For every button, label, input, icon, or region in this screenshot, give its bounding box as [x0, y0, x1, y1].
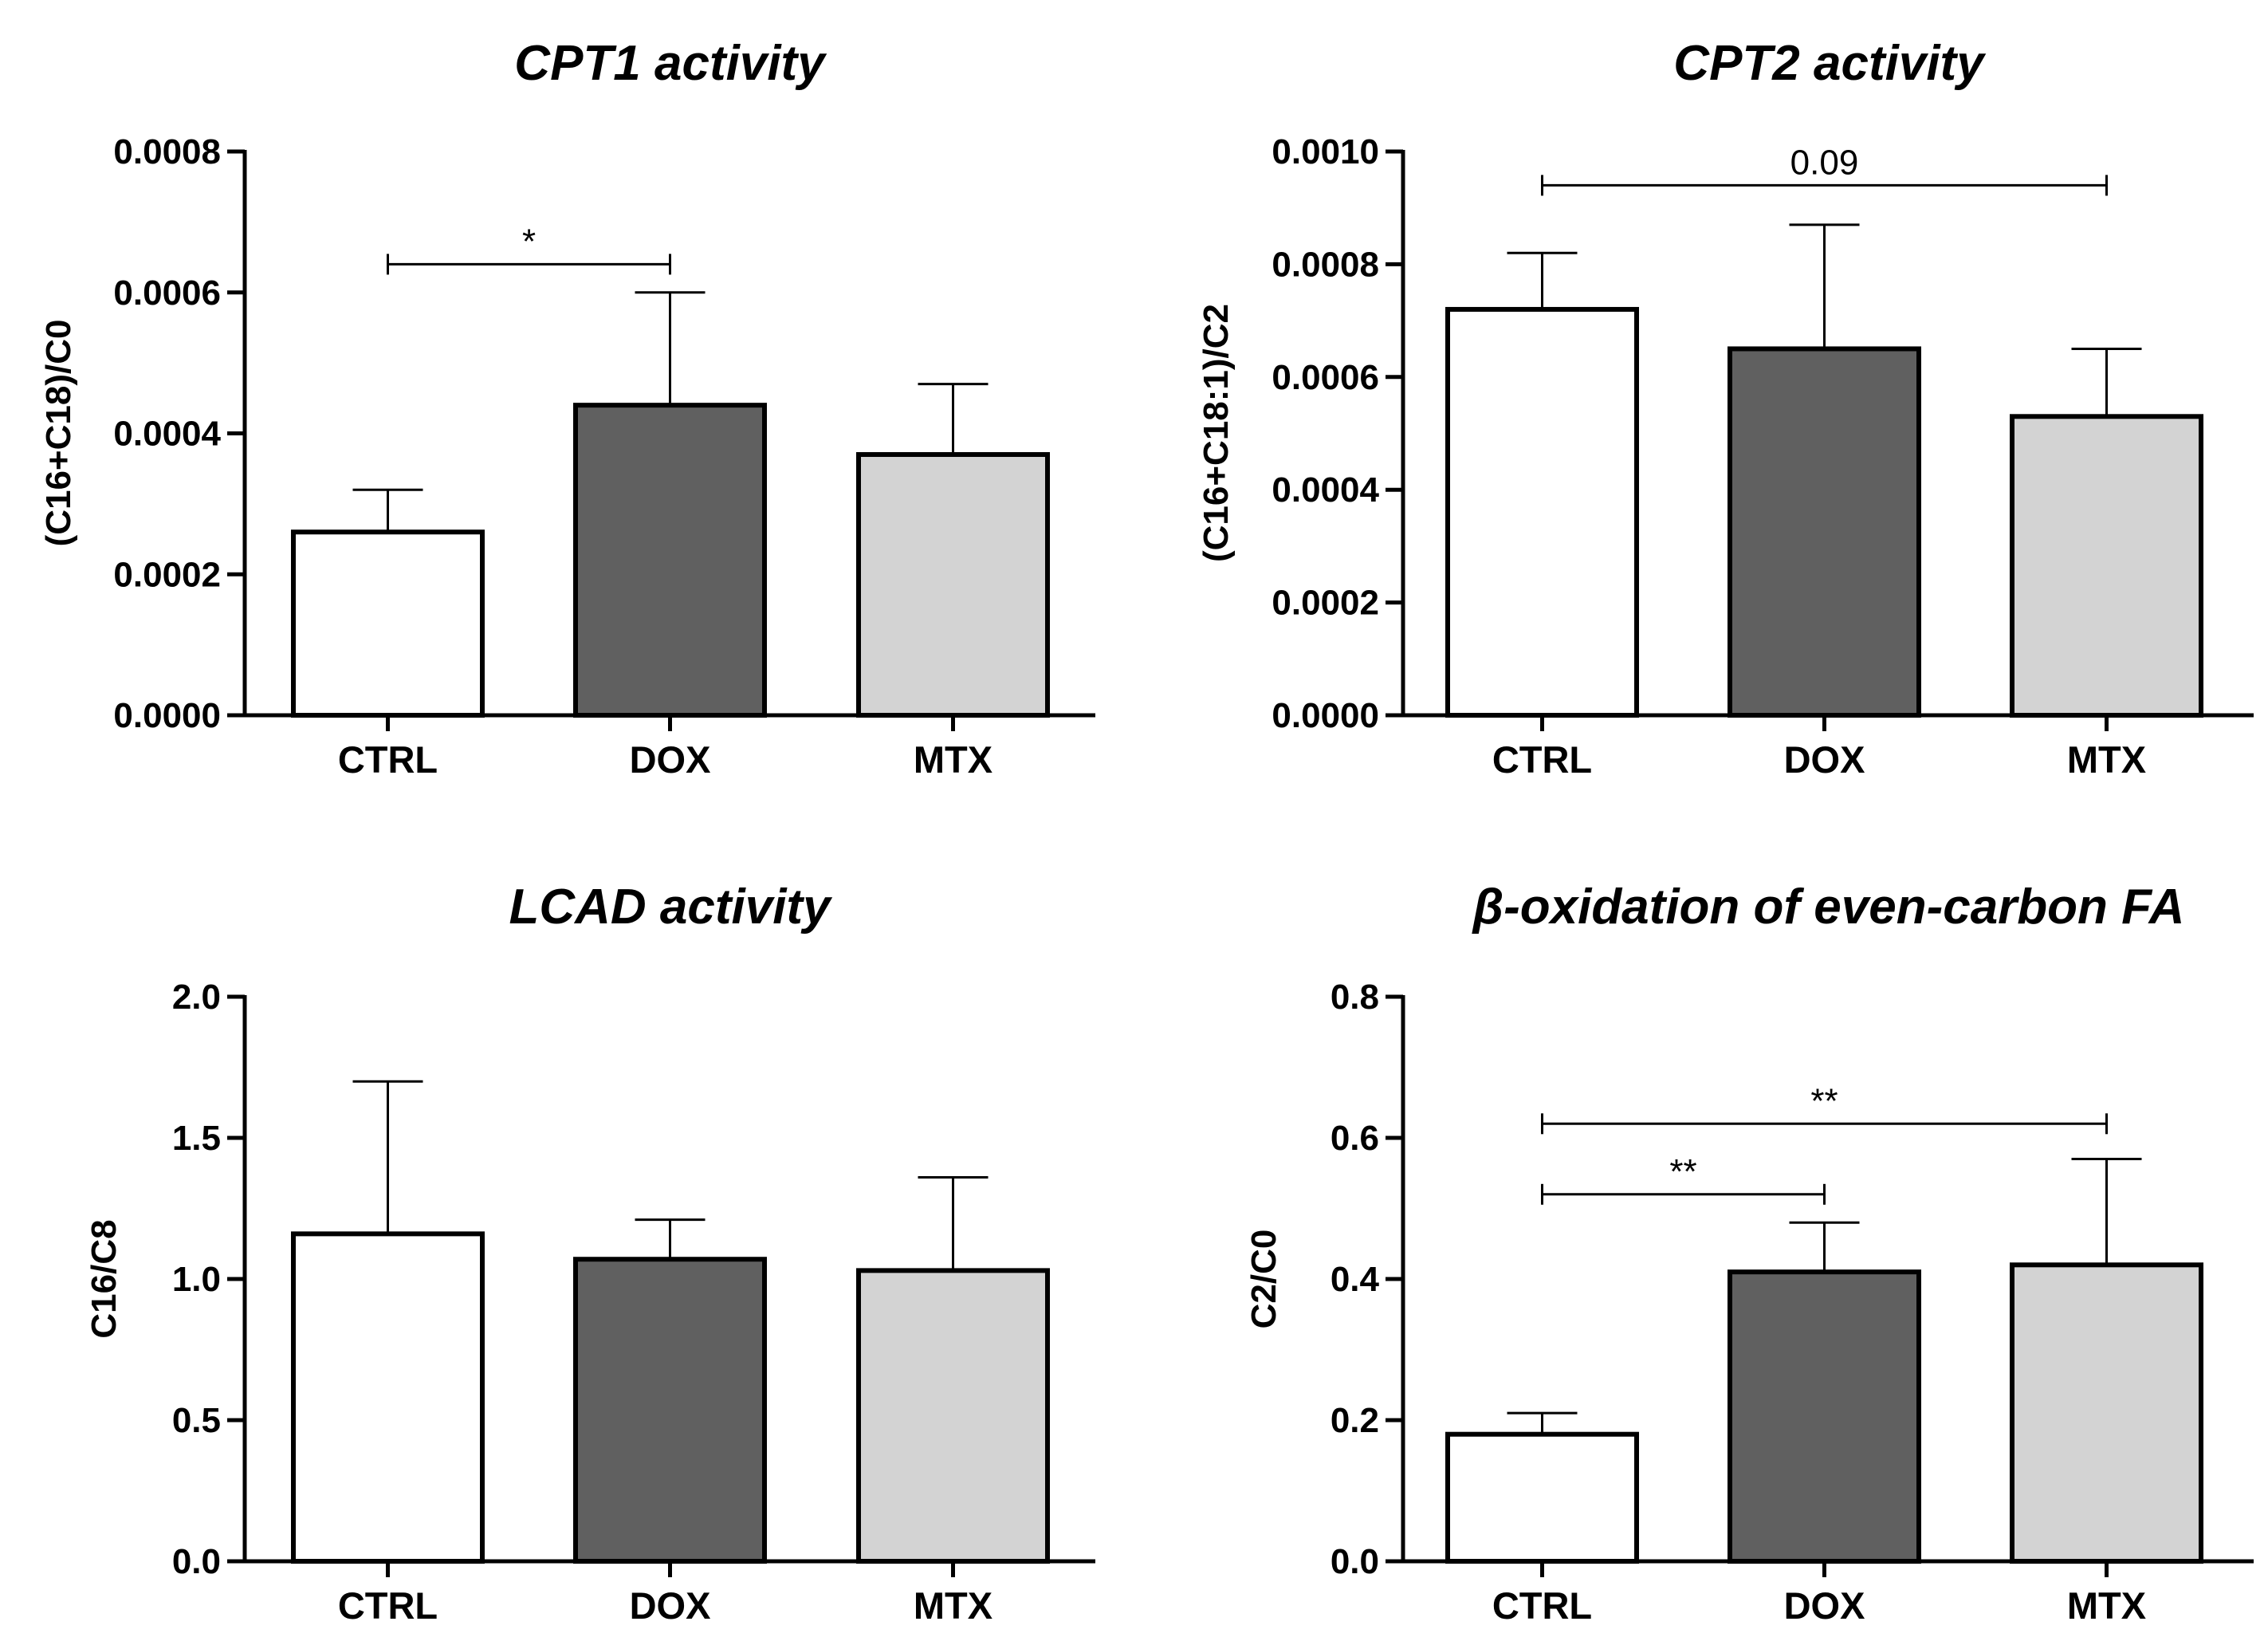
- chart2-y-tick-label: 0.0000: [1272, 696, 1379, 735]
- chart4-y-tick-label: 0.0: [1331, 1542, 1379, 1581]
- chart1-bar-ctrl: [291, 529, 485, 718]
- chart1-x-tick-label-dox: DOX: [630, 738, 711, 781]
- chart3-bar-mtx: [856, 1268, 1050, 1564]
- chart2-y-axis-label: (C16+C18:1)/C2: [1197, 304, 1236, 562]
- chart2-title: CPT2 activity: [1673, 36, 1987, 91]
- chart4-title: β-oxidation of even-carbon FA: [1472, 880, 2185, 935]
- chart3-bar-ctrl: [291, 1231, 485, 1564]
- chart4-bar-mtx: [2010, 1262, 2203, 1564]
- chart4-y-axis-label: C2/C0: [1244, 1230, 1283, 1329]
- chart3-y-tick-label: 1.0: [172, 1260, 221, 1299]
- chart2-y-tick-label: 0.0002: [1272, 584, 1379, 623]
- chart4-y-tick-label: 0.4: [1331, 1260, 1380, 1299]
- chart3-y-tick-label: 2.0: [172, 978, 221, 1017]
- chart4-significance-label: **: [1810, 1081, 1838, 1120]
- chart3-bar-dox: [573, 1257, 767, 1564]
- chart3-y-tick-label: 1.5: [172, 1119, 221, 1158]
- chart2-y-tick-label: 0.0008: [1272, 245, 1379, 284]
- chart3-y-tick-label: 0.0: [172, 1542, 221, 1581]
- chart4-bar-dox: [1728, 1269, 1921, 1564]
- chart4-x-tick-label-ctrl: CTRL: [1492, 1584, 1592, 1627]
- chart1-y-tick-label: 0.0006: [113, 274, 221, 313]
- chart1-bar-dox: [573, 403, 767, 718]
- chart1-bar-mtx: [856, 452, 1050, 718]
- chart4-significance-label: **: [1669, 1152, 1696, 1191]
- chart3-x-tick-label-ctrl: CTRL: [338, 1584, 438, 1627]
- chart1-y-axis-label: (C16+C18)/C0: [39, 320, 78, 547]
- chart1-x-tick-label-ctrl: CTRL: [338, 738, 438, 781]
- chart3-x-tick-label-mtx: MTX: [914, 1584, 992, 1627]
- chart3-y-axis-label: C16/C8: [85, 1219, 124, 1338]
- chart2-y-tick-label: 0.0006: [1272, 358, 1379, 397]
- chart2-x-tick-label-dox: DOX: [1784, 738, 1865, 781]
- chart4-y-tick-label: 0.2: [1331, 1401, 1379, 1440]
- chart2-x-tick-label-mtx: MTX: [2067, 738, 2146, 781]
- chart4-x-tick-label-mtx: MTX: [2067, 1584, 2146, 1627]
- chart2-x-tick-label-ctrl: CTRL: [1492, 738, 1592, 781]
- chart1-title: CPT1 activity: [514, 36, 827, 91]
- chart2-significance-label: 0.09: [1790, 143, 1859, 182]
- chart2-y-tick-label: 0.0004: [1272, 470, 1379, 510]
- chart3-y-tick-label: 0.5: [172, 1401, 221, 1440]
- chart4-bar-ctrl: [1445, 1431, 1639, 1564]
- chart4-y-tick-label: 0.8: [1331, 978, 1379, 1017]
- chart1-y-tick-label: 0.0004: [113, 415, 221, 454]
- chart1-y-tick-label: 0.0008: [113, 132, 221, 171]
- chart1-significance-label: *: [522, 222, 536, 261]
- chart1-y-tick-label: 0.0000: [113, 696, 221, 735]
- chart1-y-tick-label: 0.0002: [113, 555, 221, 594]
- chart2-bar-mtx: [2010, 414, 2203, 718]
- chart1-x-tick-label-mtx: MTX: [914, 738, 992, 781]
- chart4-x-tick-label-dox: DOX: [1784, 1584, 1865, 1627]
- chart4-y-tick-label: 0.6: [1331, 1119, 1379, 1158]
- chart2-y-tick-label: 0.0010: [1272, 132, 1379, 171]
- chart2-bar-dox: [1728, 346, 1921, 718]
- chart2-bar-ctrl: [1445, 306, 1639, 718]
- chart3-title: LCAD activity: [509, 880, 833, 935]
- chart3-x-tick-label-dox: DOX: [630, 1584, 711, 1627]
